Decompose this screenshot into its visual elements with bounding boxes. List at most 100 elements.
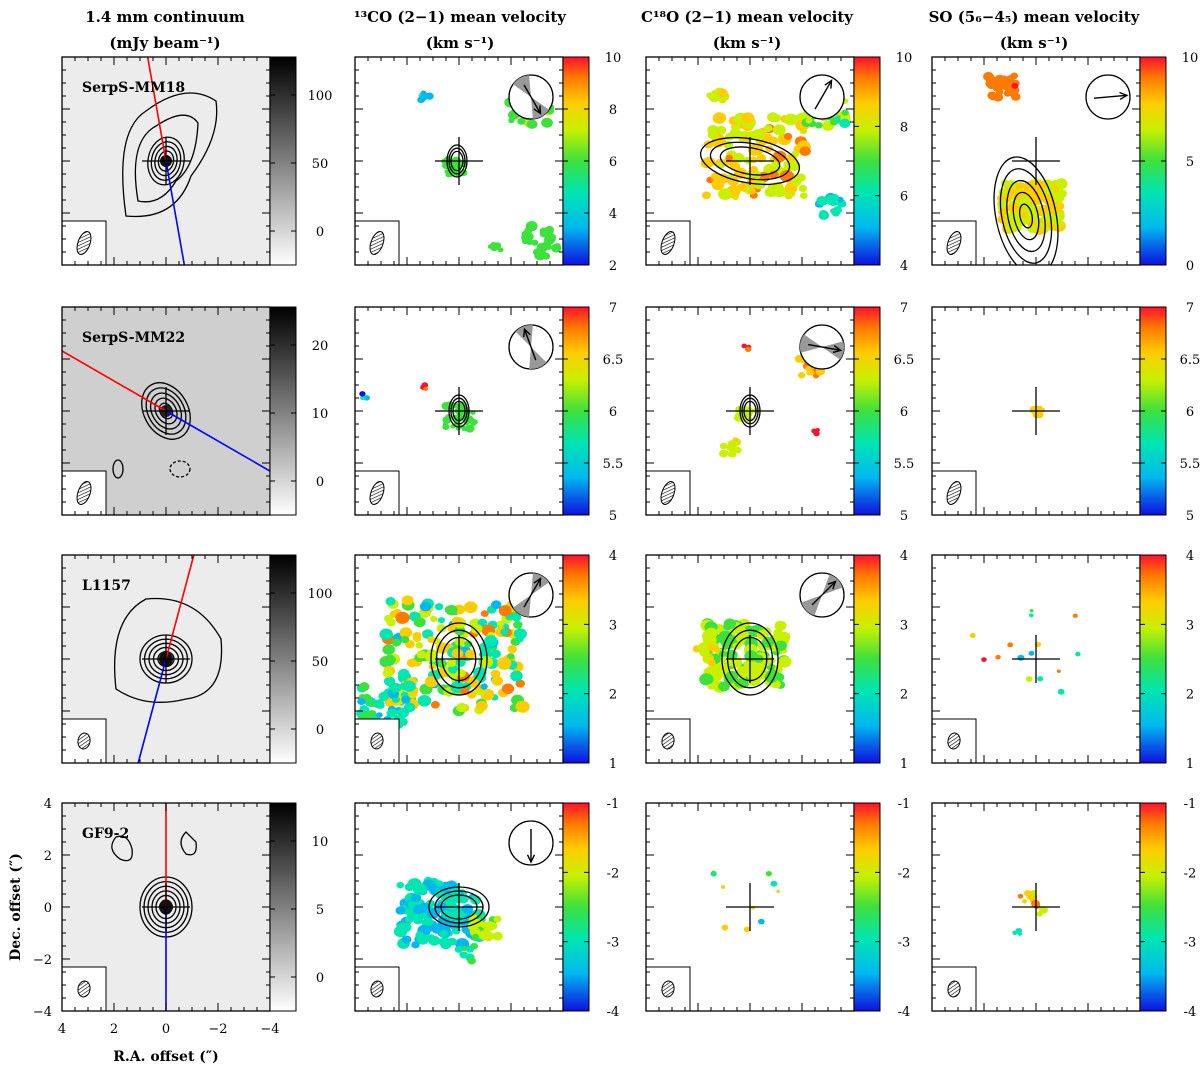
velocity-pixel <box>396 881 405 889</box>
velocity-pixel <box>1011 92 1021 101</box>
velocity-pixel <box>741 343 747 349</box>
velocity-pixel <box>718 681 730 692</box>
velocity-pixel <box>377 702 385 709</box>
velocity-pixel <box>721 924 729 931</box>
velocity-pixel <box>398 668 410 679</box>
velocity-pixel <box>708 92 720 103</box>
velocity-pixel <box>463 601 478 614</box>
velocity-pixel <box>467 957 476 965</box>
velocity-colorbar: 7 6.5 6 5.5 5 <box>853 301 915 524</box>
vector-arrowhead <box>522 327 531 338</box>
vector-arrow <box>811 581 836 606</box>
velocity-pixel <box>699 673 714 686</box>
velocity-pixel <box>778 656 792 668</box>
velocity-pixel <box>364 396 369 400</box>
beam-ellipse <box>76 231 92 255</box>
velocity-pixel <box>723 450 729 456</box>
colorbar-tick-label: 8 <box>609 103 617 118</box>
colorbar-ramp <box>853 802 881 1012</box>
velocity-colorbar: 4 3 2 1 <box>853 549 908 772</box>
velocity-pixel <box>541 117 553 128</box>
vector-arrowhead <box>533 105 542 115</box>
velocity-pixel <box>376 712 383 718</box>
velocity-pixel <box>456 403 464 410</box>
velocity-pixel <box>707 659 716 667</box>
outflow-axis <box>62 350 270 472</box>
velocity-pixel <box>813 430 820 437</box>
velocity-pixel <box>720 885 726 889</box>
colorbar-tick-label: 5 <box>1186 155 1194 170</box>
velocity-pixel <box>1072 613 1078 618</box>
velocity-pixel <box>420 90 427 96</box>
velocity-pixel <box>1030 889 1037 896</box>
velocity-pixel <box>1025 676 1033 682</box>
velocity-pixel <box>747 143 762 156</box>
contour <box>122 92 218 218</box>
velocity-pixel <box>791 150 799 158</box>
velocity-pixel <box>404 882 415 892</box>
source-name: L1157 <box>82 578 131 594</box>
source-cross <box>1012 883 1060 931</box>
velocity-pixel <box>1003 90 1012 97</box>
velocity-colorbar: -1 -2 -3 -4 <box>562 797 619 1020</box>
beam-ellipse <box>661 980 675 998</box>
colorbar-tick-label: 1 <box>900 757 908 772</box>
velocity-pixel <box>783 132 793 140</box>
velocity-pixel <box>787 160 801 171</box>
colorbar-tick-label: -3 <box>1184 936 1197 951</box>
contour <box>709 141 791 181</box>
velocity-colorbar: 7 6.5 6 5.5 5 <box>562 301 623 524</box>
x-axis-label: R.A. offset (″) <box>113 1049 219 1065</box>
source-cross <box>726 883 774 931</box>
column-title-line2: (mJy beam⁻¹) <box>109 34 220 52</box>
velocity-pixel <box>707 683 715 690</box>
source-cross <box>435 635 483 683</box>
velocity-pixel <box>841 109 849 116</box>
velocity-pixel <box>1022 198 1031 205</box>
velocity-pixel <box>797 372 806 379</box>
velocity-colorbar: -1 -2 -3 -4 <box>1139 797 1197 1020</box>
velocity-pixel <box>426 907 440 919</box>
column-title-line2: (km s⁻¹) <box>1000 34 1069 52</box>
beam-ellipse <box>660 481 676 505</box>
colorbar-tick-label: -4 <box>1184 1005 1197 1020</box>
velocity-pixel <box>440 940 450 948</box>
velocity-pixel <box>446 658 457 668</box>
source-cross <box>1012 635 1060 683</box>
contour <box>157 150 175 172</box>
velocity-pixel <box>1027 224 1037 233</box>
velocity-pixel <box>391 638 402 647</box>
colorbar-tick-label: 2 <box>609 688 617 703</box>
colorbar-tick-label: 7 <box>1186 301 1194 316</box>
colorbar-tick-label: 6 <box>1186 405 1194 420</box>
velocity-pixel <box>763 124 773 133</box>
velocity-pixel <box>386 708 398 718</box>
colorbar-ramp <box>853 554 881 764</box>
velocity-pixel <box>1028 613 1034 618</box>
outflow-red-lobe <box>62 350 167 412</box>
velocity-pixel <box>1039 906 1048 914</box>
velocity-pixel <box>712 112 727 124</box>
velocity-pixel <box>707 130 719 140</box>
outflow-blue-lobe <box>137 658 167 763</box>
velocity-pixel <box>515 700 530 713</box>
contour <box>1012 191 1040 241</box>
velocity-pixel <box>395 611 410 624</box>
velocity-pixel <box>551 243 562 253</box>
velocity-pixel <box>515 679 526 688</box>
colorbar-tick-label: -1 <box>1184 797 1197 812</box>
velocity-pixel <box>987 75 997 84</box>
velocity-panel-row4-col3: -1 -2 -3 -4 <box>645 797 910 1020</box>
column-title-3: C¹⁸O (2−1) mean velocity (km s⁻¹) <box>641 8 854 52</box>
velocity-pixel <box>412 883 428 896</box>
velocity-pixel <box>410 893 422 903</box>
velocity-pixel <box>478 930 490 941</box>
velocity-pixel <box>468 678 480 688</box>
colorbar-tick-label: 5.5 <box>1180 457 1200 472</box>
colorbar-tick-label: 6.5 <box>894 353 915 368</box>
velocity-pixel <box>736 183 746 192</box>
colorbar-tick-label: 0 <box>316 723 324 738</box>
velocity-pixel <box>436 624 447 633</box>
velocity-pixel <box>994 84 1003 91</box>
velocity-pixel <box>424 676 438 688</box>
